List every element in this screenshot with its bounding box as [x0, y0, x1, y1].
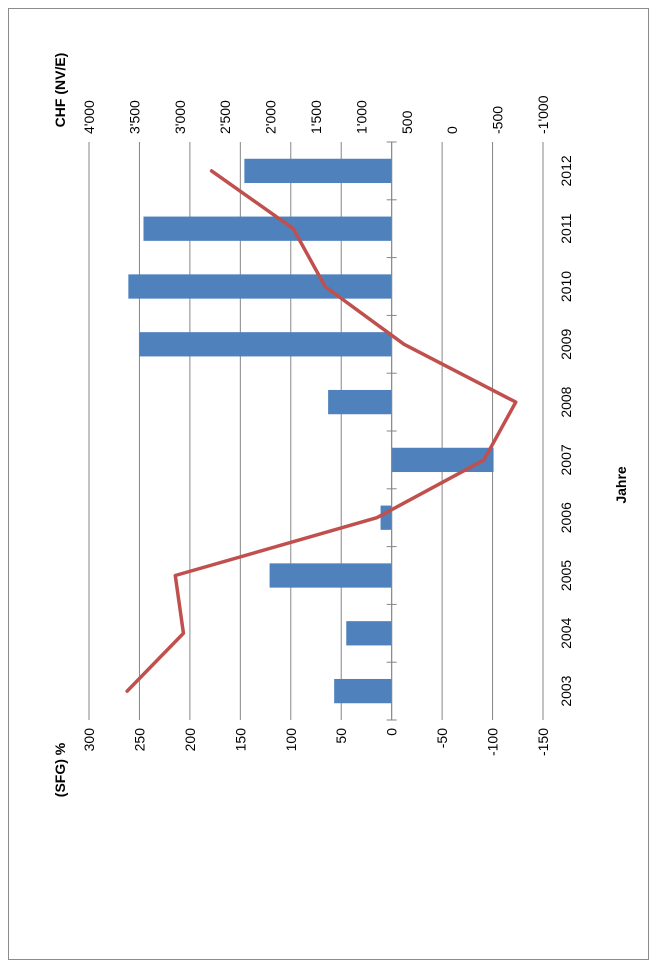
bar — [143, 216, 392, 241]
left-axis-tick-label: 200 — [182, 728, 198, 752]
bar — [391, 447, 494, 473]
right-axis-tick-label: 2'500 — [217, 100, 233, 134]
bar — [334, 678, 392, 704]
category-tick-label: 2012 — [558, 155, 574, 186]
right-axis-tick-label: 1'000 — [353, 100, 369, 134]
bar — [346, 621, 392, 646]
right-axis-tick-label: 2'000 — [263, 100, 279, 134]
category-tick-label: 2008 — [558, 386, 574, 417]
category-tick-label: 2005 — [558, 560, 574, 591]
left-axis-tick-label: 100 — [283, 728, 299, 752]
bar — [139, 332, 392, 357]
right-axis-tick-labels: 4'000 3'500 3'000 2'500 2'000 1'500 1'000 500 0 -… — [81, 95, 551, 134]
plot-area — [88, 141, 544, 721]
left-axis-tick-label: -100 — [485, 728, 501, 756]
bar — [128, 274, 392, 299]
right-axis-tick-label: 3'500 — [126, 100, 142, 134]
left-axis-tick-label: 150 — [232, 728, 248, 752]
left-axis-tick-label: 250 — [131, 728, 147, 752]
left-axis-tick-label: 300 — [81, 728, 97, 752]
line-series — [125, 169, 518, 693]
category-tick-label: 2004 — [558, 618, 574, 649]
right-axis-tick-label: 0 — [444, 126, 460, 134]
bar — [244, 158, 392, 184]
bar — [380, 505, 392, 530]
category-tick-label: 2007 — [558, 444, 574, 475]
category-tick-label: 2006 — [558, 502, 574, 533]
left-axis-tick-label: 0 — [384, 728, 400, 736]
x-axis-title: Jahre — [613, 466, 629, 504]
category-tick-label: 2011 — [558, 213, 574, 243]
left-axis-tick-label: -50 — [434, 728, 450, 748]
bar — [328, 389, 392, 415]
bar-series — [128, 158, 494, 704]
right-axis-title: CHF (NV/E) — [52, 53, 68, 128]
right-axis-tick-label: 4'000 — [81, 100, 97, 134]
left-axis-title: (SFG) % — [52, 742, 68, 797]
left-axis-tick-labels: 300 250 200 150 100 50 0 -50 -100 -150 — [81, 728, 551, 756]
category-tick-label: 2009 — [558, 329, 574, 360]
category-tick-label: 2003 — [558, 675, 574, 706]
right-axis-tick-label: 3'000 — [172, 100, 188, 134]
left-axis-tick-label: 50 — [333, 728, 349, 744]
category-tick-labels: 2003 2004 2005 2006 2007 2008 2009 2010 2011 2012 — [558, 155, 574, 707]
right-axis-tick-label: -500 — [490, 106, 506, 134]
right-axis-tick-label: -1'000 — [535, 95, 551, 134]
category-tick-label: 2010 — [558, 271, 574, 302]
left-axis-tick-label: -150 — [535, 728, 551, 756]
bar — [269, 563, 392, 588]
right-axis-tick-label: 500 — [399, 110, 415, 134]
right-axis-tick-label: 1'500 — [308, 100, 324, 134]
